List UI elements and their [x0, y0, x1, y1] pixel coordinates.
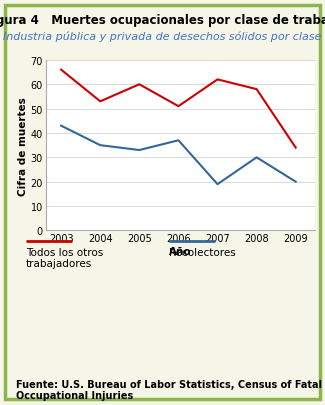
Text: Todos los otros
trabajadores: Todos los otros trabajadores	[26, 247, 103, 269]
Text: Recolectores: Recolectores	[169, 247, 236, 257]
Text: Industria pública y privada de desechos sólidos por clase: Industria pública y privada de desechos …	[3, 31, 322, 42]
Y-axis label: Cifra de muertes: Cifra de muertes	[18, 96, 28, 195]
X-axis label: Año: Año	[169, 246, 192, 256]
Text: Fuente: U.S. Bureau of Labor Statistics, Census of Fatal
Occupational Injuries: Fuente: U.S. Bureau of Labor Statistics,…	[16, 379, 322, 400]
Text: Figura 4   Muertes ocupacionales por clase de trabajo: Figura 4 Muertes ocupacionales por clase…	[0, 14, 325, 27]
